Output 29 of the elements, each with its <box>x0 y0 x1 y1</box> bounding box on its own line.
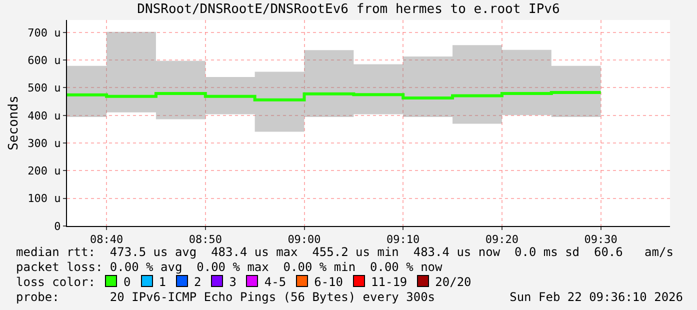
legend-label: 0 <box>123 275 131 289</box>
text: packet loss: 0.00 % avg 0.00 % max 0.00 % min 0.00 % now <box>16 260 442 274</box>
x-tick-label: 08:50 <box>188 233 222 246</box>
text: median rtt: 473.5 us avg 483.4 us max 455.2 us min 483.4 us now 0.0 ms sd 60.6 am/s <box>16 245 674 259</box>
text: Sun Feb 22 09:36:10 2026 <box>510 290 683 304</box>
y-tick-label: 500 u <box>28 82 61 95</box>
x-tick-label: 09:10 <box>386 233 420 246</box>
chart-title: DNSRoot/DNSRootE/DNSRootEv6 from hermes to e.root IPv6 <box>137 2 560 17</box>
y-tick-label: 600 u <box>28 54 61 67</box>
y-tick-label: 200 u <box>28 164 61 178</box>
y-tick-label: 300 u <box>28 136 61 150</box>
legend-label: 2 <box>194 275 202 289</box>
y-axis-title: Seconds <box>6 96 22 150</box>
x-tick-label: 09:20 <box>485 233 519 246</box>
text: probe: 20 IPv6-ICMP Echo Pings (56 Bytes) every 300s <box>16 290 436 304</box>
legend-label: 1 <box>158 275 166 289</box>
y-tick-label: 0 <box>54 220 61 233</box>
legend-label: 11-19 <box>371 275 408 289</box>
legend-label: 6-10 <box>314 275 344 289</box>
legend-label: 20/20 <box>435 275 472 289</box>
x-tick-label: 09:00 <box>288 233 321 246</box>
y-tick-label: 400 u <box>28 109 61 122</box>
y-tick-label: 100 u <box>28 192 61 206</box>
legend-title: loss color: <box>16 275 96 289</box>
x-tick-label: 09:30 <box>584 233 618 246</box>
legend-label: 4-5 <box>264 275 286 289</box>
legend-label: 3 <box>229 275 236 289</box>
x-tick-label: 08:40 <box>90 233 124 246</box>
y-tick-label: 700 u <box>28 26 61 40</box>
